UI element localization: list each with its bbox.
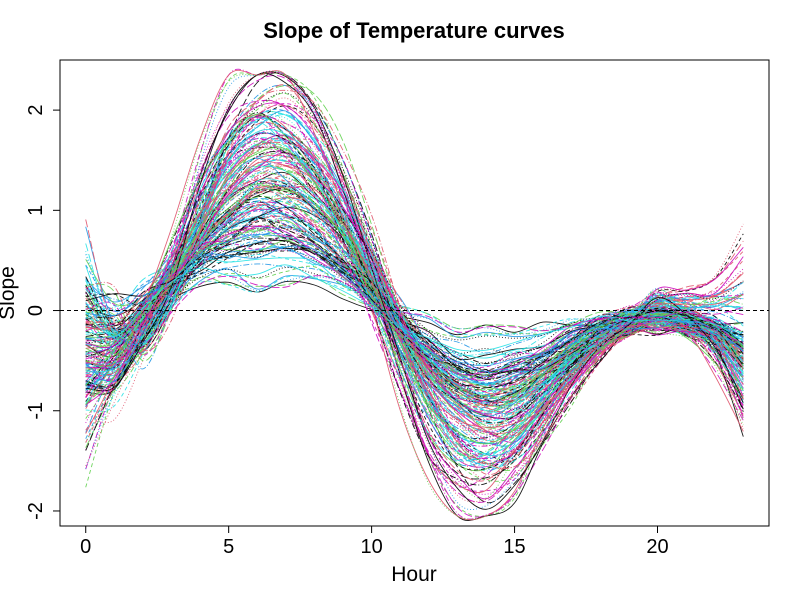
temperature-slope-curve xyxy=(85,166,744,436)
temperature-slope-curve xyxy=(85,71,744,511)
temperature-slope-curve xyxy=(85,138,744,460)
x-axis: 0 5 10 15 20 xyxy=(80,525,669,558)
temperature-slope-curve xyxy=(85,228,744,406)
temperature-slope-curve xyxy=(85,99,744,492)
x-tick-label: 0 xyxy=(80,536,91,558)
y-axis-title: Slope xyxy=(0,266,19,320)
temperature-slope-curve xyxy=(85,70,744,520)
y-axis: -2 -1 0 1 2 xyxy=(25,105,61,520)
y-tick-label: -1 xyxy=(25,402,47,420)
y-tick-label: 2 xyxy=(25,105,47,116)
x-tick-label: 5 xyxy=(223,536,234,558)
temperature-slope-curve xyxy=(85,113,744,472)
temperature-slope-curve xyxy=(85,132,744,445)
temperature-slope-curve xyxy=(85,217,744,382)
temperature-slope-curve xyxy=(85,103,744,462)
temperature-slope-curve xyxy=(85,145,744,433)
temperature-slope-curve xyxy=(85,159,744,422)
temperature-slope-curve xyxy=(85,241,744,374)
temperature-slope-curve xyxy=(85,146,744,439)
temperature-slope-curve xyxy=(85,136,744,439)
temperature-slope-curve xyxy=(85,155,744,424)
y-tick-label: 0 xyxy=(25,305,47,316)
temperature-slope-curve xyxy=(85,104,744,476)
temperature-slope-curve xyxy=(85,115,744,465)
temperature-slope-curve xyxy=(85,264,744,352)
temperature-slope-curve xyxy=(85,237,744,380)
temperature-slope-curve xyxy=(85,72,744,521)
temperature-slope-curve xyxy=(85,159,744,422)
x-tick-label: 15 xyxy=(503,536,525,558)
temperature-slope-curve xyxy=(85,89,744,469)
y-tick-label: 1 xyxy=(25,205,47,216)
temperature-slope-curve xyxy=(85,224,744,380)
temperature-slope-curve xyxy=(85,114,744,468)
temperature-slope-curve xyxy=(85,116,744,488)
temperature-slope-curve xyxy=(85,182,744,411)
chart-title: Slope of Temperature curves xyxy=(263,18,565,43)
temperature-slope-curve xyxy=(85,138,744,440)
x-tick-label: 20 xyxy=(646,536,668,558)
x-tick-label: 10 xyxy=(360,536,382,558)
temperature-slope-curve xyxy=(85,141,744,442)
temperature-slope-curve xyxy=(85,146,744,445)
temperature-slope-curve xyxy=(85,71,744,510)
temperature-slope-curve xyxy=(85,237,744,373)
temperature-slope-curve xyxy=(85,121,744,462)
temperature-slope-curve xyxy=(85,100,744,503)
temperature-slope-curve xyxy=(85,121,744,482)
temperature-slope-curve xyxy=(85,121,744,462)
temperature-slope-curve xyxy=(85,217,744,387)
y-tick-label: -2 xyxy=(25,502,47,520)
temperature-slope-curve xyxy=(85,164,744,416)
temperature-slope-curve xyxy=(85,140,744,444)
temperature-slope-curve xyxy=(85,72,744,504)
temperature-slope-curve xyxy=(85,155,744,415)
x-axis-title: Hour xyxy=(391,563,437,586)
curve-layer xyxy=(85,68,744,521)
temperature-slope-curve xyxy=(85,115,744,480)
temperature-slope-curve xyxy=(85,267,744,369)
temperature-slope-curve xyxy=(85,195,744,391)
